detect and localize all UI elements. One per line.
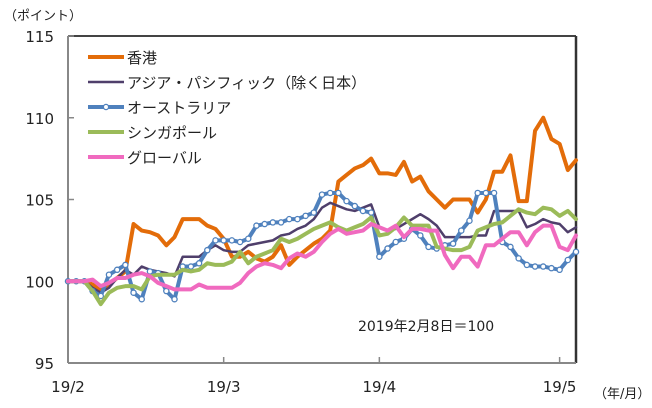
- data-point: [253, 222, 260, 229]
- data-point: [187, 263, 195, 270]
- data-point: [236, 238, 244, 246]
- x-axis-unit-label: （年/月）: [594, 387, 650, 402]
- legend-item: シンガポール: [88, 124, 217, 142]
- data-point: [384, 245, 391, 252]
- data-point: [425, 243, 432, 251]
- data-point: [548, 264, 555, 272]
- data-point: [130, 289, 137, 296]
- data-point: [564, 256, 572, 264]
- legend-label: シンガポール: [127, 124, 217, 142]
- data-point: [277, 219, 285, 226]
- data-point: [228, 237, 236, 244]
- data-point: [302, 212, 309, 220]
- data-point: [105, 271, 113, 278]
- data-point: [269, 219, 277, 226]
- series-line: [66, 222, 578, 292]
- legend-label: グローバル: [127, 149, 202, 167]
- y-tick-label: 105: [25, 192, 54, 210]
- legend-label: 香港: [127, 49, 157, 67]
- data-point: [113, 266, 121, 274]
- data-point: [572, 248, 580, 256]
- x-axis: 19/2 19/3 19/4 19/5: [51, 357, 576, 396]
- data-point: [204, 246, 211, 254]
- legend-label: オーストラリア: [127, 99, 231, 117]
- series-line: [66, 205, 578, 307]
- data-point: [146, 268, 154, 275]
- legend-label: アジア・パシフィック（除く日本）: [127, 74, 366, 92]
- data-point: [122, 261, 129, 269]
- legend-marker: [102, 103, 110, 111]
- x-tick-label: 19/4: [363, 378, 397, 396]
- data-point: [523, 261, 531, 269]
- data-point: [556, 266, 563, 274]
- data-point: [138, 295, 145, 303]
- legend-item: オーストラリア: [88, 99, 231, 117]
- y-axis-unit-label: （ポイント）: [4, 9, 82, 24]
- series-layer: [64, 115, 580, 307]
- legend-item: アジア・パシフィック（除く日本）: [88, 74, 366, 92]
- series-3: [66, 205, 578, 307]
- data-point: [285, 215, 293, 223]
- data-point: [507, 243, 514, 251]
- x-tick-label: 19/3: [207, 378, 241, 396]
- legend-item: 香港: [88, 49, 157, 67]
- data-point: [351, 202, 359, 210]
- data-point: [392, 238, 399, 246]
- data-point: [449, 240, 457, 247]
- series-0: [66, 115, 578, 292]
- y-tick-label: 110: [25, 110, 54, 128]
- data-point: [515, 255, 522, 262]
- x-tick-label: 19/2: [51, 378, 85, 396]
- data-point: [318, 191, 326, 198]
- series-4: [66, 222, 578, 292]
- legend-item: グローバル: [88, 149, 202, 167]
- data-point: [376, 253, 383, 260]
- data-point: [474, 189, 481, 197]
- y-tick-label: 115: [25, 28, 54, 46]
- data-point: [335, 189, 342, 197]
- data-point: [310, 209, 318, 216]
- x-tick-label: 19/5: [543, 378, 577, 396]
- y-tick-label: 95: [35, 355, 54, 373]
- data-point: [539, 263, 547, 270]
- data-point: [97, 292, 105, 300]
- data-point: [531, 263, 539, 270]
- data-point: [245, 235, 252, 242]
- data-point: [294, 215, 301, 223]
- data-point: [326, 189, 334, 197]
- data-point: [261, 220, 268, 228]
- data-point: [490, 189, 498, 197]
- data-point: [458, 227, 465, 234]
- data-point: [195, 260, 203, 267]
- y-tick-label: 100: [25, 273, 54, 291]
- data-point: [163, 287, 170, 295]
- data-point: [466, 217, 473, 225]
- data-point: [171, 295, 178, 303]
- data-point: [359, 207, 367, 215]
- data-point: [220, 237, 227, 244]
- y-axis: 95 100 105 110 115: [25, 28, 74, 373]
- data-point: [417, 232, 424, 239]
- data-point: [482, 189, 490, 197]
- data-point: [343, 197, 350, 205]
- base-date-annotation: 2019年2月8日＝100: [358, 319, 494, 335]
- data-point: [367, 209, 375, 216]
- data-point: [212, 237, 219, 244]
- series-line: [66, 115, 578, 292]
